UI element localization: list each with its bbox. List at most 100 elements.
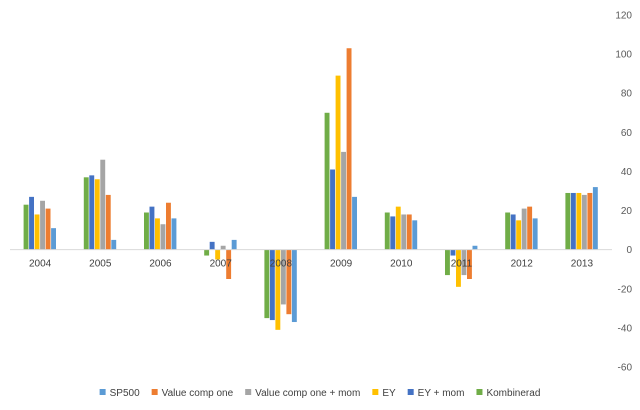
bar-ey-2007: [215, 249, 221, 260]
category-label: 2011: [451, 259, 473, 270]
legend-label: EY: [382, 388, 396, 399]
bar-ey-mom-2009: [330, 169, 335, 250]
bar-sp500-2009: [352, 196, 357, 250]
legend-swatch: [476, 389, 483, 395]
legend-swatch: [407, 389, 414, 395]
legend-item-ey: EY: [372, 388, 396, 399]
bar-value-comp-one-2007: [226, 249, 232, 279]
category-label: 2008: [270, 259, 293, 270]
bar-ey-mom-2010: [390, 216, 396, 250]
bar-ey-mom-2006: [149, 206, 155, 250]
bar-ey-2009: [335, 75, 341, 250]
bar-value-comp-one-2004: [45, 208, 51, 250]
bar-value-comp-one-mom-2011: [461, 249, 467, 276]
category-label: 2010: [390, 259, 413, 270]
bar-sp500-2010: [412, 220, 418, 250]
bar-kombinerad-2007: [204, 249, 210, 256]
y-tick-label: 80: [621, 89, 633, 100]
bar-ey-2011: [456, 249, 461, 287]
legend-item-value-comp-one: Value comp one: [151, 388, 234, 399]
bar-value-comp-one-2011: [467, 249, 472, 279]
bar-kombinerad-2010: [384, 212, 390, 250]
bar-sp500-2007: [231, 239, 237, 250]
legend-swatch: [372, 389, 379, 395]
bar-kombinerad-2013: [565, 192, 571, 250]
category-label: 2007: [210, 259, 233, 270]
category-label: 2013: [571, 259, 594, 270]
y-tick-label: 20: [621, 206, 633, 217]
legend: SP500 Value comp one Value comp one + mom E…: [99, 388, 540, 399]
bar-kombinerad-2004: [23, 204, 29, 250]
bar-sp500-2004: [51, 228, 56, 250]
bar-ey-2004: [34, 214, 40, 250]
legend-swatch: [99, 389, 106, 395]
bar-value-comp-one-mom-2007: [220, 245, 226, 250]
bar-ey-2013: [576, 192, 582, 250]
category-label: 2006: [149, 259, 172, 270]
bar-ey-mom-2004: [29, 196, 34, 250]
y-tick-label: -60: [618, 363, 633, 374]
legend-swatch: [151, 389, 158, 395]
y-tick-label: 40: [621, 167, 633, 178]
bar-ey-mom-2011: [450, 249, 456, 256]
bar-sp500-2005: [111, 239, 117, 250]
bar-value-comp-one-2009: [346, 48, 352, 250]
bar-value-comp-one-mom-2013: [581, 194, 587, 250]
category-label: 2012: [511, 259, 534, 270]
bar-value-comp-one-mom-2010: [401, 214, 407, 250]
bar-value-comp-one-2010: [406, 214, 412, 250]
bar-ey-mom-2008: [269, 249, 275, 321]
category-labels: 2004 2005 2006 2007 2008 2009 2010 2011 2012 2013: [29, 259, 593, 270]
bar-sp500-2012: [532, 218, 538, 250]
y-tick-label: -40: [618, 323, 633, 334]
bar-ey-mom-2012: [510, 214, 516, 250]
bar-ey-2008: [275, 249, 281, 330]
bar-sp500-2006: [171, 218, 177, 250]
bar-kombinerad-2008: [264, 249, 270, 319]
bar-ey-mom-2005: [89, 175, 95, 250]
category-label: 2005: [89, 259, 112, 270]
bar-value-comp-one-2013: [587, 192, 593, 250]
y-tick-label: 120: [615, 11, 632, 22]
y-axis-ticks: -60 -40 -20 0 20 40 60 80 100 120: [615, 11, 632, 374]
bar-value-comp-one-mom-2006: [160, 224, 166, 250]
bar-ey-2010: [395, 206, 401, 250]
bar-kombinerad-2012: [505, 212, 511, 250]
legend-swatch: [245, 389, 252, 395]
bar-value-comp-one-2006: [166, 202, 171, 250]
bar-ey-2005: [94, 179, 100, 250]
bar-sp500-2008: [291, 249, 297, 323]
bar-kombinerad-2006: [144, 212, 149, 250]
bar-kombinerad-2009: [324, 112, 330, 250]
y-tick-label: 0: [626, 245, 632, 256]
bar-kombinerad-2011: [445, 249, 450, 276]
legend-item-sp500: SP500: [99, 388, 140, 399]
legend-label: EY + mom: [418, 388, 465, 399]
legend-item-kombinerad: Kombinerad: [476, 388, 540, 399]
bar-value-comp-one-mom-2004: [40, 200, 45, 250]
legend-label: Value comp one + mom: [255, 388, 360, 399]
bar-ey-mom-2013: [570, 192, 576, 250]
bar-value-comp-one-mom-2009: [341, 151, 346, 250]
bar-ey-2006: [155, 218, 160, 250]
bar-value-comp-one-mom-2005: [100, 159, 106, 250]
bar-value-comp-one-2005: [105, 194, 111, 250]
y-tick-label: 60: [621, 128, 633, 139]
legend-label: Value comp one: [162, 388, 234, 399]
bar-value-comp-one-2008: [286, 249, 292, 315]
legend-label: SP500: [110, 388, 140, 399]
bar-sp500-2013: [592, 187, 598, 250]
bar-kombinerad-2005: [83, 177, 89, 250]
bar-value-comp-one-mom-2012: [521, 208, 527, 250]
bars-layer: [23, 48, 598, 330]
bar-ey-2012: [516, 220, 522, 250]
bar-sp500-2011: [472, 245, 478, 250]
y-tick-label: 100: [615, 50, 632, 61]
category-label: 2009: [330, 259, 353, 270]
legend-item-ey-mom: EY + mom: [407, 388, 465, 399]
legend-label: Kombinerad: [486, 388, 540, 399]
category-label: 2004: [29, 259, 52, 270]
bar-value-comp-one-mom-2008: [280, 249, 286, 305]
bar-ey-mom-2007: [209, 241, 215, 250]
